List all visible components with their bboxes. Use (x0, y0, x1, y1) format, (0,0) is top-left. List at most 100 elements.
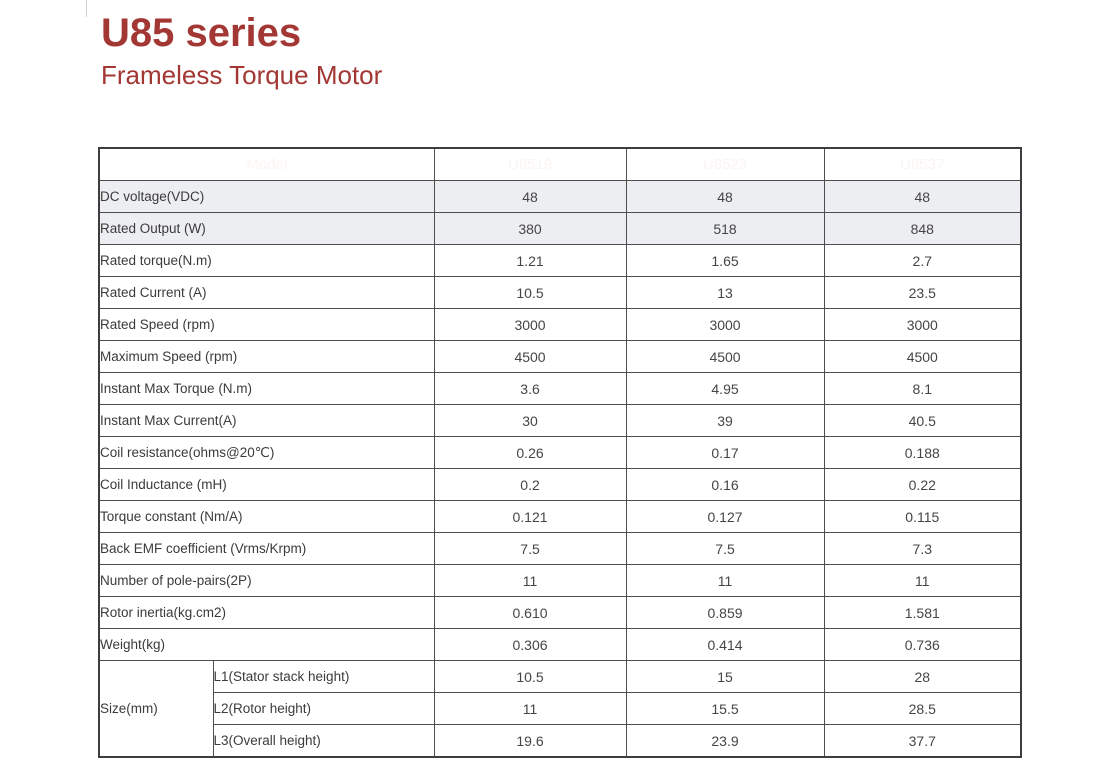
column-header-u8523: U8523 (625, 147, 825, 181)
row-label: Rated Output (W) (98, 212, 435, 245)
cell-value: 3000 (433, 308, 627, 341)
row-label: Coil resistance(ohms@20℃) (98, 436, 435, 469)
row-label: Rated Current (A) (98, 276, 435, 309)
table-row: Maximum Speed (rpm) 4500 4500 4500 (98, 340, 1022, 373)
table-row-size: L3(Overall height) 19.6 23.9 37.7 (99, 724, 1022, 758)
row-label: Weight(kg) (98, 628, 435, 661)
table-row: Rated Speed (rpm) 3000 3000 3000 (98, 308, 1022, 341)
cell-value: 0.127 (625, 500, 825, 533)
cell-value: 0.22 (823, 468, 1022, 501)
cell-value: 0.26 (433, 436, 627, 469)
cell-value: 10.5 (433, 276, 627, 309)
cell-value: 48 (823, 180, 1022, 213)
cell-value: 518 (625, 212, 825, 245)
table-row: Coil resistance(ohms@20℃) 0.26 0.17 0.18… (98, 436, 1022, 469)
cell-value: 2.7 (823, 244, 1022, 277)
cell-value: 30 (433, 404, 627, 437)
cell-value: 0.115 (823, 500, 1022, 533)
page-crop-mark (86, 0, 87, 17)
cell-value: 28.5 (823, 692, 1022, 725)
cell-value: 0.188 (823, 436, 1022, 469)
spec-table: Model U8519 U8523 U8537 DC voltage(VDC) … (98, 147, 1023, 758)
size-sub-label: L2(Rotor height) (212, 692, 435, 725)
cell-value: 11 (823, 564, 1022, 597)
column-header-model: Model (98, 147, 435, 181)
cell-value: 848 (823, 212, 1022, 245)
table-row-size: Size(mm) L1(Stator stack height) 10.5 15… (98, 660, 1022, 758)
cell-value: 39 (625, 404, 825, 437)
size-sub-label: L3(Overall height) (212, 724, 435, 758)
cell-value: 0.121 (433, 500, 627, 533)
cell-value: 15 (625, 660, 825, 693)
cell-value: 3000 (625, 308, 825, 341)
table-row: Coil Inductance (mH) 0.2 0.16 0.22 (98, 468, 1022, 501)
cell-value: 10.5 (433, 660, 627, 693)
size-group-label: Size(mm) (98, 660, 214, 758)
cell-value: 28 (823, 660, 1022, 693)
row-label: Torque constant (Nm/A) (98, 500, 435, 533)
row-label: Rated Speed (rpm) (98, 308, 435, 341)
table-row: Rotor inertia(kg.cm2) 0.610 0.859 1.581 (98, 596, 1022, 629)
cell-value: 11 (625, 564, 825, 597)
cell-value: 4.95 (625, 372, 825, 405)
row-label: Rated torque(N.m) (98, 244, 435, 277)
cell-value: 3.6 (433, 372, 627, 405)
row-label: Instant Max Current(A) (98, 404, 435, 437)
cell-value: 15.5 (625, 692, 825, 725)
cell-value: 11 (433, 692, 627, 725)
cell-value: 1.65 (625, 244, 825, 277)
cell-value: 0.2 (433, 468, 627, 501)
table-row: Number of pole-pairs(2P) 11 11 11 (98, 564, 1022, 597)
row-label: Instant Max Torque (N.m) (98, 372, 435, 405)
cell-value: 0.16 (625, 468, 825, 501)
cell-value: 7.5 (433, 532, 627, 565)
size-sub-label: L1(Stator stack height) (212, 660, 435, 693)
title-block: U85 series Frameless Torque Motor (101, 12, 382, 90)
row-label: DC voltage(VDC) (98, 180, 435, 213)
cell-value: 40.5 (823, 404, 1022, 437)
cell-value: 48 (433, 180, 627, 213)
row-label: Number of pole-pairs(2P) (98, 564, 435, 597)
cell-value: 37.7 (823, 724, 1022, 758)
column-header-u8519: U8519 (433, 147, 627, 181)
cell-value: 13 (625, 276, 825, 309)
table-row-size: L2(Rotor height) 11 15.5 28.5 (99, 692, 1022, 725)
page-title: U85 series (101, 11, 302, 55)
cell-value: 3000 (823, 308, 1022, 341)
cell-value: 0.306 (433, 628, 627, 661)
table-row: Instant Max Torque (N.m) 3.6 4.95 8.1 (98, 372, 1022, 405)
cell-value: 0.610 (433, 596, 627, 629)
table-row: Back EMF coefficient (Vrms/Krpm) 7.5 7.5… (98, 532, 1022, 565)
cell-value: 7.5 (625, 532, 825, 565)
row-label: Back EMF coefficient (Vrms/Krpm) (98, 532, 435, 565)
cell-value: 4500 (433, 340, 627, 373)
cell-value: 0.736 (823, 628, 1022, 661)
page-subtitle: Frameless Torque Motor (101, 60, 383, 90)
table-row: Torque constant (Nm/A) 0.121 0.127 0.115 (98, 500, 1022, 533)
table-row: Rated Output (W) 380 518 848 (98, 212, 1022, 245)
table-row: Weight(kg) 0.306 0.414 0.736 (98, 628, 1022, 661)
table-header-row: Model U8519 U8523 U8537 (98, 147, 1022, 181)
cell-value: 7.3 (823, 532, 1022, 565)
cell-value: 4500 (625, 340, 825, 373)
cell-value: 11 (433, 564, 627, 597)
cell-value: 0.414 (625, 628, 825, 661)
cell-value: 4500 (823, 340, 1022, 373)
cell-value: 0.859 (625, 596, 825, 629)
table-row: Rated Current (A) 10.5 13 23.5 (98, 276, 1022, 309)
column-header-u8537: U8537 (823, 147, 1022, 181)
row-label: Maximum Speed (rpm) (98, 340, 435, 373)
table-row: Instant Max Current(A) 30 39 40.5 (98, 404, 1022, 437)
cell-value: 19.6 (433, 724, 627, 758)
cell-value: 380 (433, 212, 627, 245)
row-label: Rotor inertia(kg.cm2) (98, 596, 435, 629)
row-label: Coil Inductance (mH) (98, 468, 435, 501)
cell-value: 8.1 (823, 372, 1022, 405)
table-row: DC voltage(VDC) 48 48 48 (98, 180, 1022, 213)
cell-value: 1.581 (823, 596, 1022, 629)
table-row: Rated torque(N.m) 1.21 1.65 2.7 (98, 244, 1022, 277)
cell-value: 48 (625, 180, 825, 213)
cell-value: 23.9 (625, 724, 825, 758)
cell-value: 0.17 (625, 436, 825, 469)
